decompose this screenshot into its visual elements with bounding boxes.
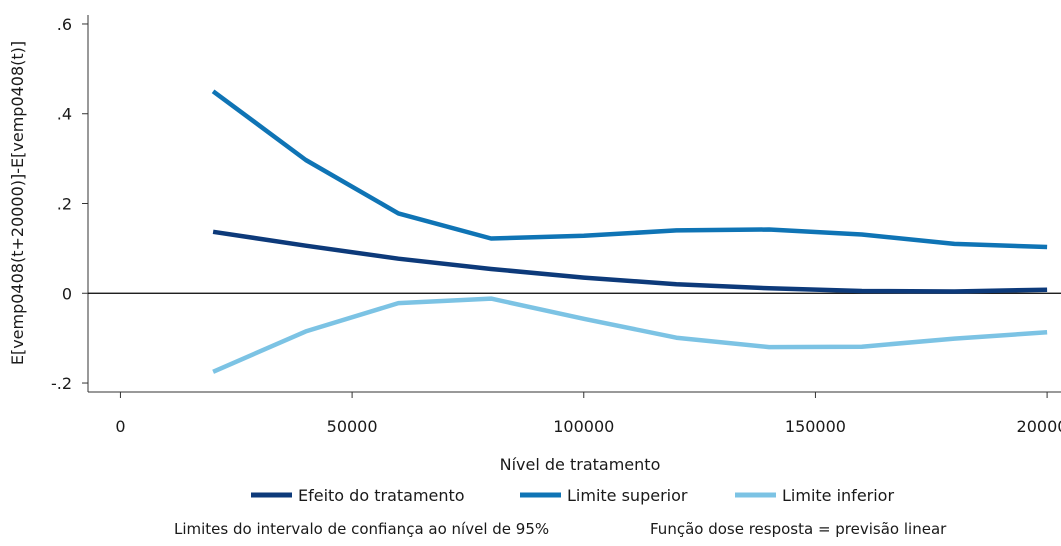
x-tick-label: 50000 [327, 417, 378, 436]
y-axis: -.2 0 .2 .4 .6 [51, 15, 88, 393]
y-tick-label: 0 [62, 284, 72, 303]
dose-response-note: Função dose resposta = previsão linear [650, 520, 947, 538]
y-axis-title: E[vemp0408(t+20000)]-E[vemp0408(t)] [8, 41, 27, 365]
y-tick-label: .2 [57, 195, 72, 214]
legend-label-1: Efeito do tratamento [298, 486, 465, 505]
confidence-note: Limites do intervalo de confiança ao nív… [174, 520, 549, 538]
x-tick-label: 150000 [785, 417, 846, 436]
x-tick-label: 0 [115, 417, 125, 436]
legend: Efeito do tratamento Limite superior Limit… [251, 486, 894, 505]
x-axis-title: Nível de tratamento [500, 455, 661, 474]
series-line-3 [213, 299, 1047, 372]
legend-label-3: Limite inferior [782, 486, 894, 505]
y-tick-label: .6 [57, 15, 72, 34]
y-tick-label: .4 [57, 105, 72, 124]
series-group [213, 91, 1047, 372]
x-tick-label: 200000 [1017, 417, 1061, 436]
y-tick-label: -.2 [51, 374, 72, 393]
plot-frame [88, 15, 1061, 392]
series-line-2 [213, 91, 1047, 247]
legend-label-2: Limite superior [567, 486, 688, 505]
x-axis: 0 50000 100000 150000 200000 [115, 392, 1061, 436]
x-tick-label: 100000 [553, 417, 614, 436]
